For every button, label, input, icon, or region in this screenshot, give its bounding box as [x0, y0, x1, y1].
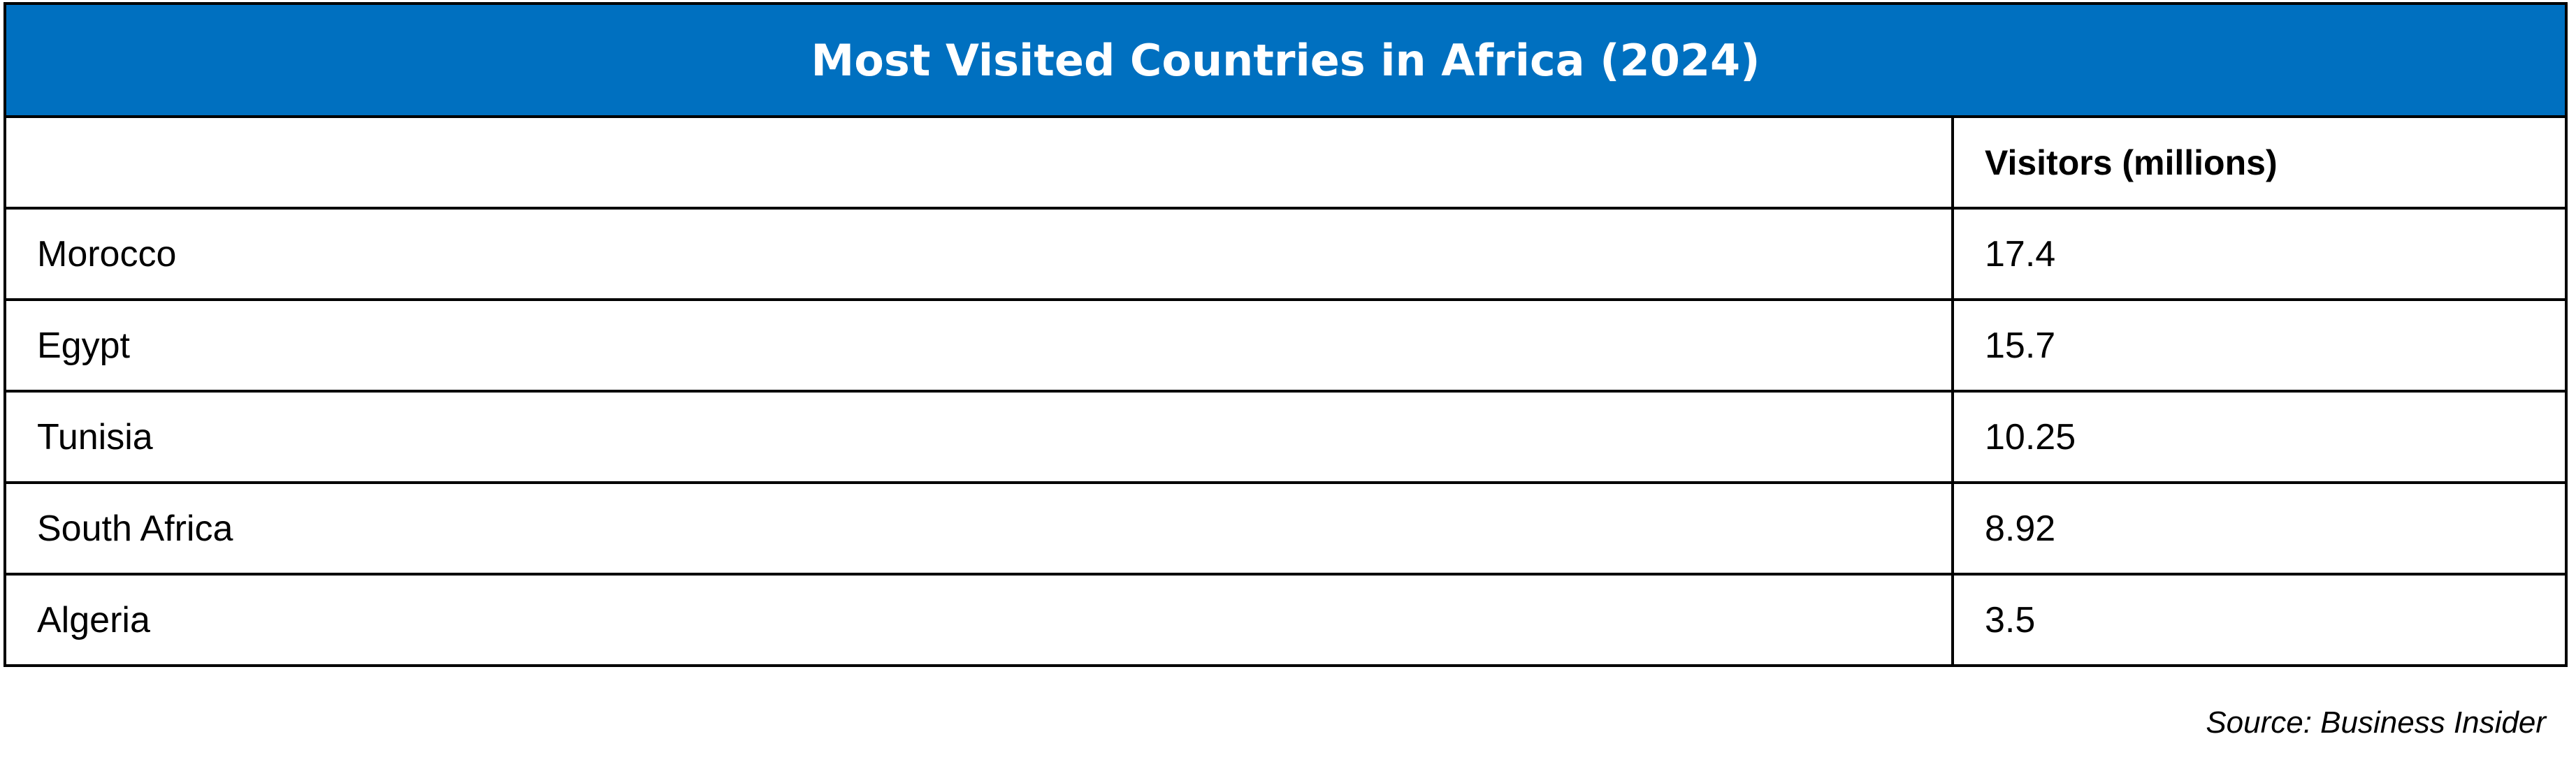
title: Most Visited Countries in Africa (2024) [3, 2, 2568, 118]
country-cell: Tunisia [3, 390, 1954, 484]
table-row: Tunisia 10.25 [3, 390, 2568, 484]
column-header: Visitors (millions) [1951, 115, 2568, 210]
empty-header-cell [3, 115, 1954, 210]
country-cell: South Africa [3, 481, 1954, 576]
value-cell: 8.92 [1951, 481, 2568, 576]
country-cell: Egypt [3, 298, 1954, 393]
value-cell: 3.5 [1951, 573, 2568, 667]
table-row: Morocco 17.4 [3, 207, 2568, 301]
table-row: Algeria 3.5 [3, 573, 2568, 667]
country-cell: Morocco [3, 207, 1954, 301]
table-row: Egypt 15.7 [3, 298, 2568, 393]
value-cell: 17.4 [1951, 207, 2568, 301]
table-row: South Africa 8.92 [3, 481, 2568, 576]
header-row: Visitors (millions) [3, 115, 2568, 210]
value-cell: 15.7 [1951, 298, 2568, 393]
source-note: Source: Business Insider [2206, 705, 2546, 740]
country-cell: Algeria [3, 573, 1954, 667]
table-body: Visitors (millions) Morocco 17.4 Egypt 15.7… [3, 115, 2568, 667]
data-table: Visitors (millions) Morocco 17.4 Egypt 15.7… [3, 115, 2568, 667]
value-cell: 10.25 [1951, 390, 2568, 484]
